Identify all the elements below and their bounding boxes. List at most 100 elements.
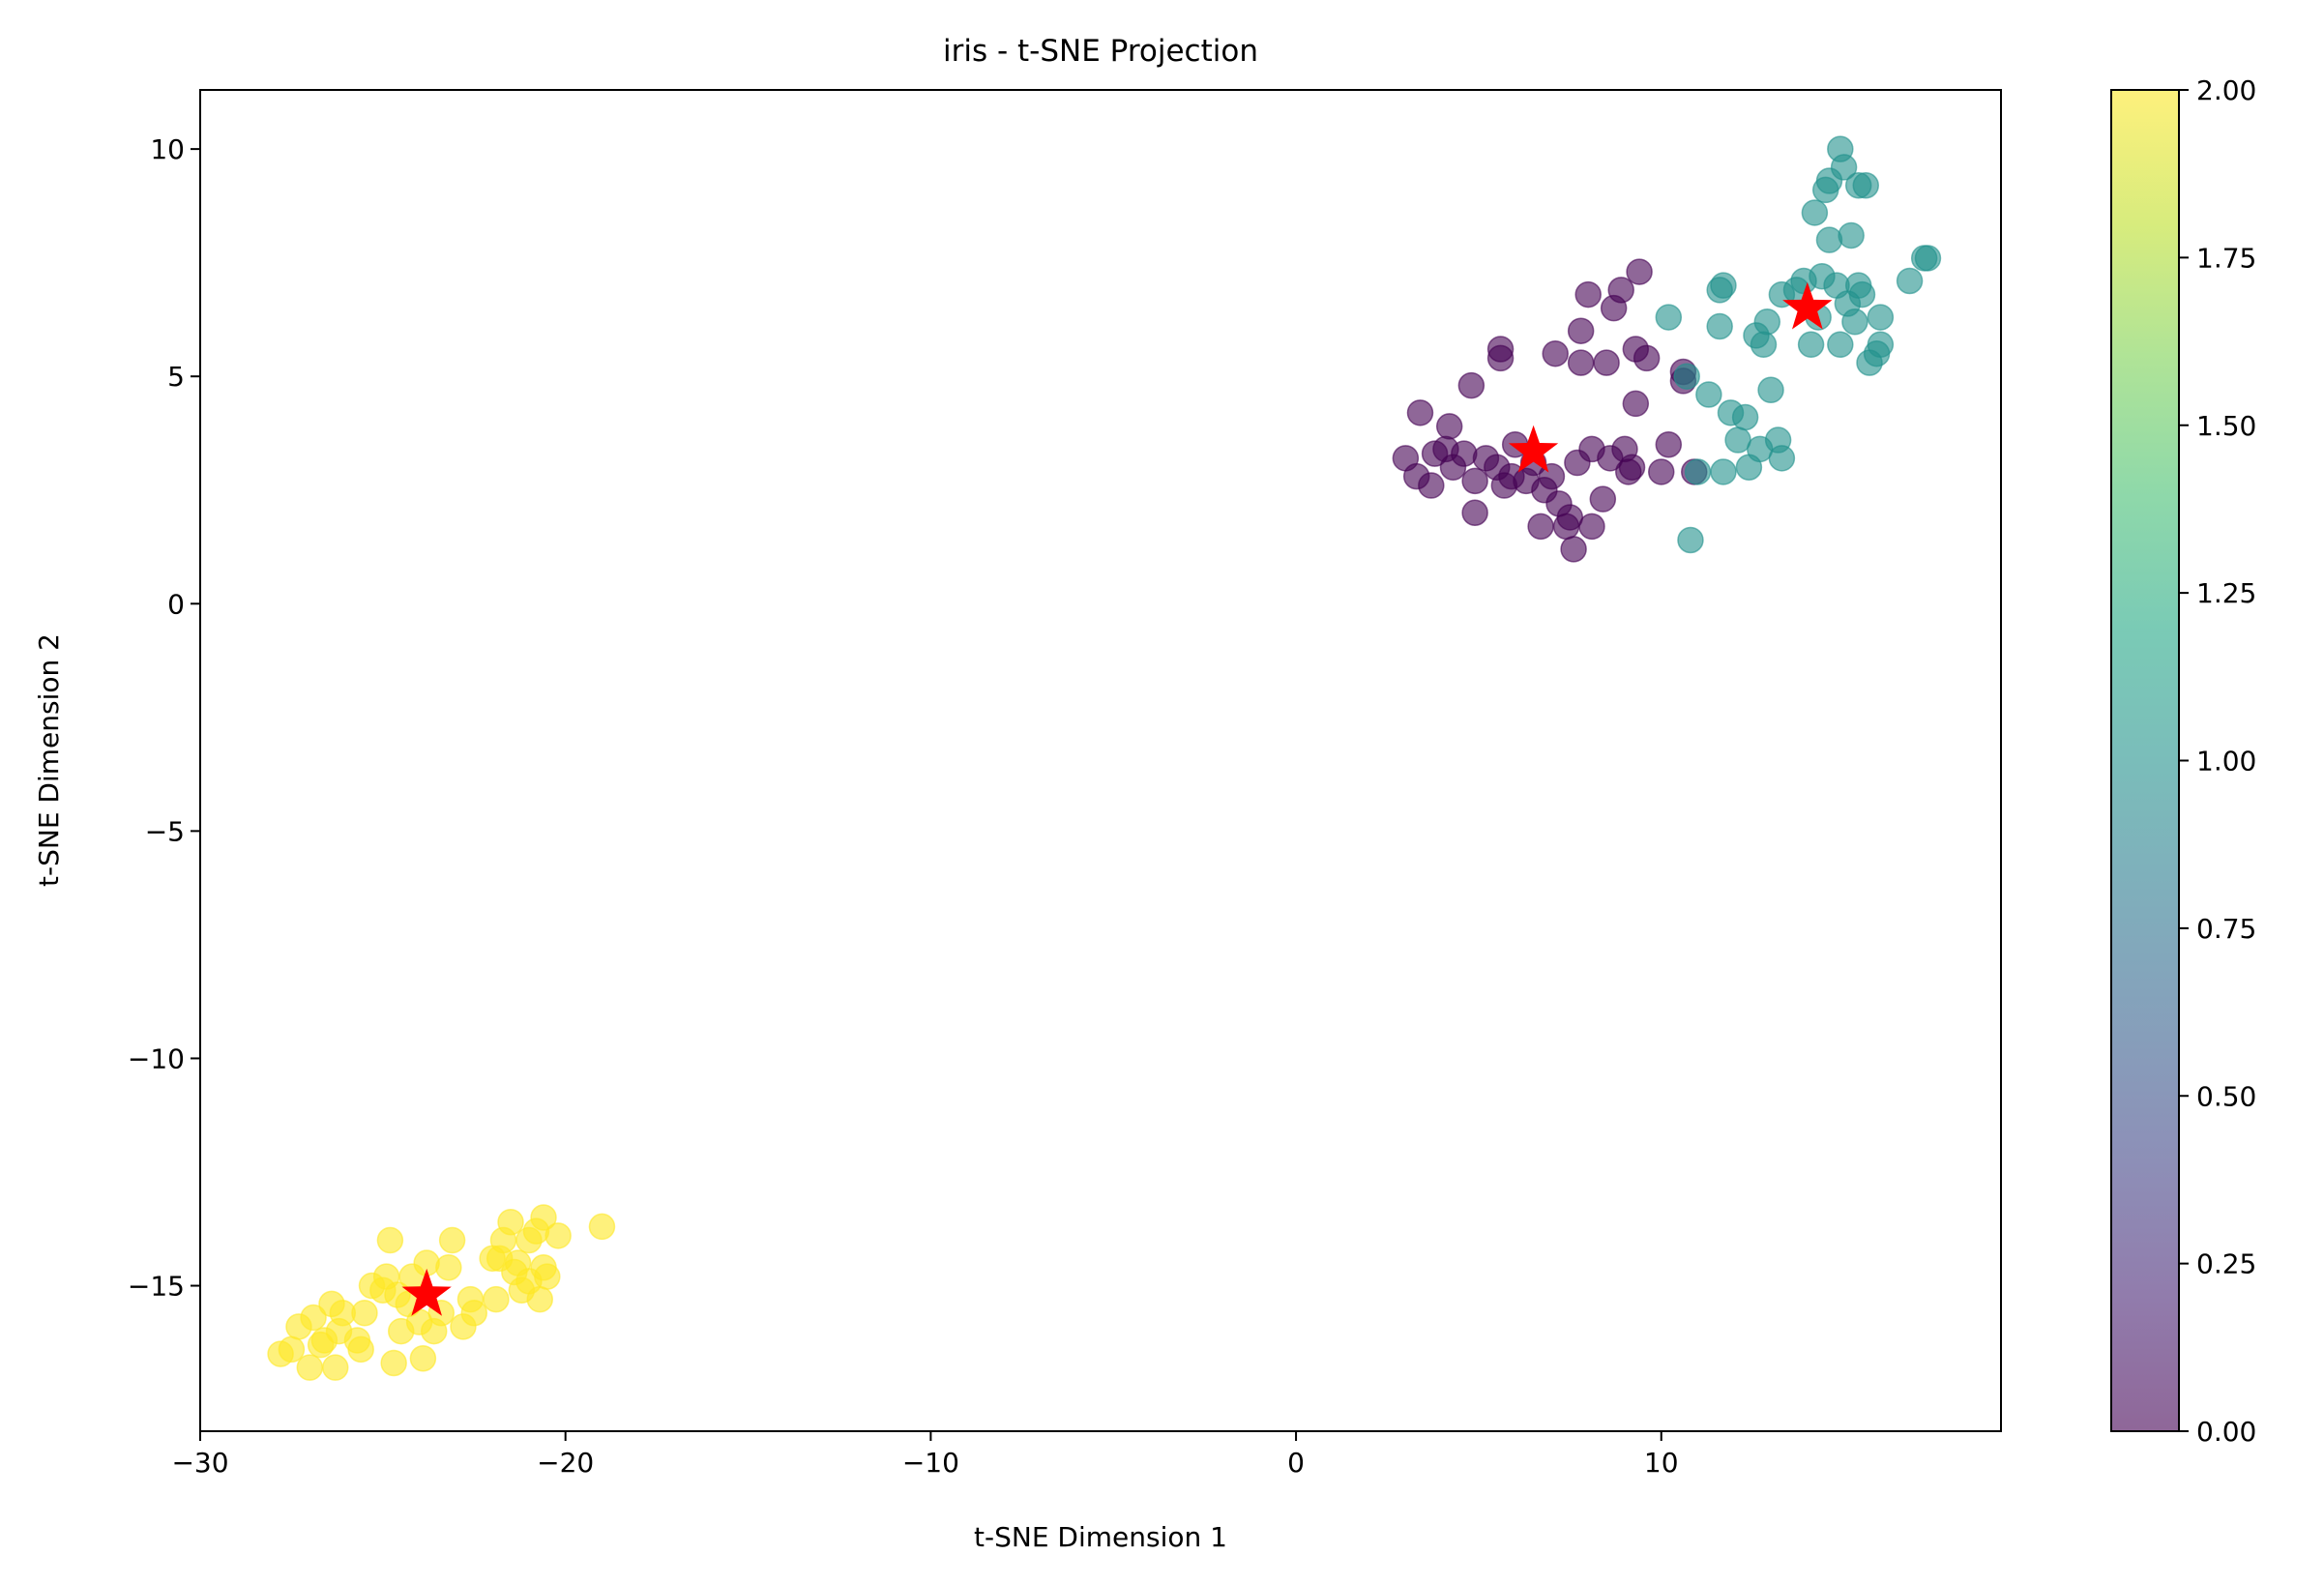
colorbar-tick-label: 0.00 xyxy=(2196,1416,2256,1448)
data-point xyxy=(460,1300,488,1327)
data-point xyxy=(376,1226,404,1254)
centroid-star xyxy=(1782,281,1833,330)
colorbar-tick-label: 1.75 xyxy=(2196,242,2256,274)
y-tick-label: −5 xyxy=(145,815,185,847)
data-point xyxy=(534,1263,561,1290)
y-axis-label: t-SNE Dimension 2 xyxy=(33,633,65,887)
data-point xyxy=(1914,245,1942,272)
data-point xyxy=(1841,308,1868,336)
colorbar-ticks: 0.00 0.25 0.50 0.75 1.00 1.25 1.50 1.75 2.00 xyxy=(2179,74,2256,1448)
data-point xyxy=(1626,258,1653,285)
data-point xyxy=(1815,226,1843,253)
data-point xyxy=(1750,331,1778,359)
data-point xyxy=(1461,499,1488,527)
data-point xyxy=(1435,413,1463,440)
data-point xyxy=(1618,454,1646,481)
colorbar-tick-label: 1.50 xyxy=(2196,410,2256,442)
data-point xyxy=(1542,339,1569,367)
chart-title: iris - t-SNE Projection xyxy=(943,34,1258,69)
data-point xyxy=(1753,308,1781,336)
data-point xyxy=(1852,171,1880,199)
data-point xyxy=(1589,485,1617,513)
data-point xyxy=(1768,445,1796,472)
data-point xyxy=(1461,467,1488,495)
data-point xyxy=(501,1258,528,1286)
colorbar-tick-label: 0.50 xyxy=(2196,1080,2256,1112)
colorbar xyxy=(2111,90,2179,1431)
data-point xyxy=(1633,344,1661,372)
x-tick-label: −20 xyxy=(537,1447,594,1479)
data-point xyxy=(409,1345,437,1372)
data-point xyxy=(1706,312,1733,340)
data-point xyxy=(1867,331,1895,359)
data-point xyxy=(1801,199,1829,226)
data-point xyxy=(1418,472,1445,499)
data-point xyxy=(1684,458,1712,485)
x-tick-label: −10 xyxy=(902,1447,959,1479)
data-point xyxy=(1731,403,1759,431)
y-axis-ticks: −15 −10 −5 0 5 10 xyxy=(128,133,200,1303)
y-tick-label: −15 xyxy=(128,1271,185,1303)
data-point xyxy=(1527,513,1554,541)
colorbar-tick-label: 1.00 xyxy=(2196,746,2256,777)
plot-frame xyxy=(199,89,2002,1432)
data-point xyxy=(300,1304,327,1332)
data-point xyxy=(1622,390,1650,418)
colorbar-tick-label: 1.25 xyxy=(2196,577,2256,609)
data-point xyxy=(497,1208,524,1236)
x-tick-label: 0 xyxy=(1287,1447,1305,1479)
data-point xyxy=(1896,267,1924,295)
data-point xyxy=(1838,221,1865,249)
data-point xyxy=(544,1222,572,1249)
data-point xyxy=(1486,344,1515,372)
data-point xyxy=(380,1349,407,1377)
data-point xyxy=(1451,440,1478,467)
x-axis-ticks: −30 −20 −10 0 10 xyxy=(171,1431,1679,1479)
data-point xyxy=(1578,513,1605,541)
data-point xyxy=(1710,458,1737,485)
data-point xyxy=(1827,331,1854,359)
data-point xyxy=(530,1204,557,1231)
colorbar-tick-label: 0.25 xyxy=(2196,1248,2256,1280)
data-point xyxy=(1567,349,1595,376)
y-tick-label: 0 xyxy=(167,588,185,620)
colorbar-tick-label: 2.00 xyxy=(2196,74,2256,106)
data-point xyxy=(1406,399,1434,426)
centroid-markers xyxy=(401,281,1833,1316)
data-point xyxy=(1695,381,1722,408)
data-point xyxy=(1677,526,1704,554)
data-point xyxy=(1830,154,1858,181)
x-axis-label: t-SNE Dimension 1 xyxy=(974,1521,1227,1553)
y-tick-label: 5 xyxy=(167,361,185,393)
data-point xyxy=(351,1300,378,1327)
y-tick-label: 10 xyxy=(150,133,185,165)
data-point xyxy=(1848,280,1876,308)
data-point xyxy=(435,1253,462,1281)
data-point xyxy=(1593,349,1620,376)
x-tick-label: 10 xyxy=(1644,1447,1679,1479)
x-tick-label: −30 xyxy=(171,1447,228,1479)
data-point xyxy=(1710,272,1737,299)
data-point xyxy=(384,1281,411,1308)
data-point xyxy=(321,1354,349,1381)
data-point xyxy=(325,1317,353,1345)
data-point xyxy=(1607,277,1634,304)
data-point xyxy=(358,1272,386,1300)
data-point xyxy=(588,1213,616,1241)
data-point xyxy=(526,1285,553,1313)
data-point xyxy=(1574,280,1602,308)
centroid-star xyxy=(401,1268,452,1316)
data-point xyxy=(1797,331,1825,359)
data-point xyxy=(1655,430,1683,458)
data-point xyxy=(1757,376,1784,404)
data-point xyxy=(1560,536,1587,563)
data-point xyxy=(278,1335,306,1364)
data-point xyxy=(1648,458,1675,485)
data-point xyxy=(438,1226,466,1254)
scatter-markers xyxy=(267,135,1942,1381)
data-point xyxy=(1867,304,1895,331)
data-point xyxy=(483,1285,510,1313)
data-point xyxy=(296,1354,324,1381)
data-point xyxy=(405,1308,433,1335)
